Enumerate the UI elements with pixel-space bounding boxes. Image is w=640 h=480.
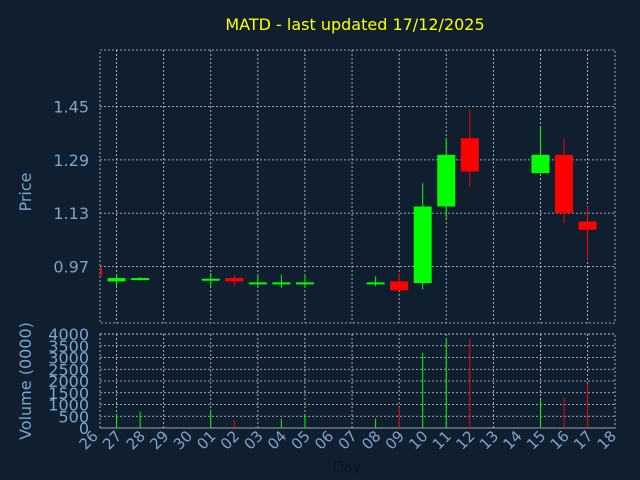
x-tick-label: 15 bbox=[523, 427, 549, 453]
x-axis-label: Day bbox=[332, 458, 362, 476]
x-tick-label: 07 bbox=[335, 427, 361, 453]
price-tick-label: 1.13 bbox=[53, 204, 89, 223]
candle-body bbox=[390, 281, 409, 291]
candle-01 bbox=[201, 273, 220, 289]
x-tick-label: 14 bbox=[499, 427, 525, 453]
x-tick-label: 30 bbox=[170, 427, 196, 453]
candle-body bbox=[437, 154, 456, 207]
x-tick-label: 08 bbox=[358, 427, 384, 453]
volume-tick-label: 500 bbox=[58, 407, 89, 426]
candle-body bbox=[413, 206, 432, 284]
price-axis-label: Price bbox=[16, 172, 35, 211]
price-tick-label: 1.45 bbox=[53, 98, 89, 117]
volume-tick-label: 2500 bbox=[48, 360, 89, 379]
volume-axis-label: Volume (0000) bbox=[16, 322, 35, 440]
candle-body bbox=[225, 278, 244, 282]
volume-tick-label: 0 bbox=[79, 419, 89, 438]
candle-27 bbox=[107, 274, 126, 289]
candle-body bbox=[578, 221, 597, 230]
volume-bars bbox=[116, 338, 589, 428]
x-tick-label: 05 bbox=[288, 427, 314, 453]
candle-body bbox=[201, 278, 220, 281]
volume-gridlines bbox=[99, 333, 616, 429]
volume-tick-label: 2000 bbox=[48, 372, 89, 391]
price-tick-labels: 0.97 1.13 1.29 1.45 bbox=[53, 98, 89, 277]
x-tick-label: 06 bbox=[311, 427, 337, 453]
x-tick-label: 04 bbox=[264, 427, 290, 453]
candle-09 bbox=[390, 273, 409, 291]
x-tick-label: 02 bbox=[217, 427, 243, 453]
x-tick-label: 10 bbox=[405, 427, 431, 453]
x-tick-label: 28 bbox=[123, 427, 149, 453]
candle-17 bbox=[578, 206, 597, 260]
candle-body bbox=[366, 282, 385, 285]
candle-12 bbox=[460, 109, 479, 187]
x-tick-label: 27 bbox=[99, 427, 125, 453]
candle-body bbox=[460, 138, 479, 172]
candle-body bbox=[107, 278, 126, 282]
candle-body bbox=[555, 154, 573, 214]
price-gridlines bbox=[99, 49, 616, 324]
volume-tick-label: 4000 bbox=[48, 325, 89, 344]
x-tick-labels: 2627282930010203040506070809101112131415… bbox=[76, 427, 620, 453]
x-tick-label: 18 bbox=[594, 427, 620, 453]
candle-03 bbox=[248, 274, 267, 287]
candle-05 bbox=[295, 274, 314, 289]
price-candles bbox=[100, 109, 597, 291]
x-tick-label: 03 bbox=[240, 427, 266, 453]
candle-body bbox=[531, 154, 550, 174]
volume-tick-label: 1000 bbox=[48, 396, 89, 415]
volume-tick-label: 3500 bbox=[48, 337, 89, 356]
price-tick-label: 0.97 bbox=[53, 257, 89, 276]
candle-body bbox=[248, 282, 267, 285]
candle-28 bbox=[131, 277, 150, 281]
candle-10 bbox=[413, 183, 432, 290]
candle-04 bbox=[272, 274, 291, 289]
candle-body bbox=[131, 278, 150, 281]
x-tick-label: 09 bbox=[382, 427, 408, 453]
candle-15 bbox=[531, 126, 550, 174]
x-tick-label: 11 bbox=[429, 427, 455, 453]
volume-panel-frame bbox=[99, 333, 616, 429]
x-tick-label: 29 bbox=[146, 427, 172, 453]
volume-tick-label: 1500 bbox=[48, 384, 89, 403]
x-tick-label: 16 bbox=[547, 427, 573, 453]
candle-body bbox=[272, 282, 291, 285]
candle-02 bbox=[225, 274, 244, 287]
candle-body bbox=[100, 268, 102, 276]
x-tick-label: 12 bbox=[452, 427, 478, 453]
candle-body bbox=[295, 282, 314, 285]
candle-16 bbox=[555, 138, 573, 224]
x-tick-label: 13 bbox=[476, 427, 502, 453]
candle-11 bbox=[437, 138, 456, 220]
price-panel-frame bbox=[99, 49, 616, 324]
price-tick-label: 1.29 bbox=[53, 151, 89, 170]
x-tick-label: 17 bbox=[570, 427, 596, 453]
x-tick-label: 01 bbox=[193, 427, 219, 453]
chart-title: MATD - last updated 17/12/2025 bbox=[225, 15, 484, 34]
candle-08 bbox=[366, 276, 385, 287]
candle-26 bbox=[100, 268, 102, 276]
volume-tick-label: 3000 bbox=[48, 349, 89, 368]
